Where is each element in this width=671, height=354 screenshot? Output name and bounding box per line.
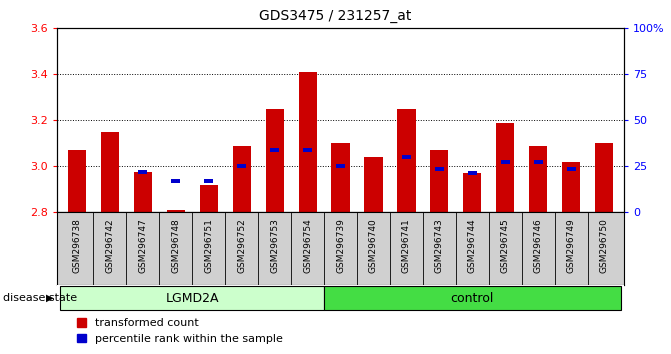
Bar: [501, 160, 510, 164]
Bar: [324, 286, 621, 310]
Bar: [435, 167, 444, 171]
Bar: [402, 155, 411, 159]
Bar: [497, 123, 515, 212]
Bar: [567, 167, 576, 171]
Text: ▶: ▶: [46, 293, 54, 303]
Bar: [237, 164, 246, 169]
Bar: [464, 173, 482, 212]
Bar: [299, 72, 317, 212]
Text: GSM296749: GSM296749: [567, 218, 576, 273]
Text: GSM296753: GSM296753: [270, 218, 279, 273]
Bar: [529, 146, 548, 212]
Text: GSM296745: GSM296745: [501, 218, 510, 273]
Bar: [534, 160, 543, 164]
Text: GSM296747: GSM296747: [138, 218, 147, 273]
Text: GSM296752: GSM296752: [237, 218, 246, 273]
Text: GSM296750: GSM296750: [600, 218, 609, 273]
Bar: [364, 157, 382, 212]
Text: GSM296754: GSM296754: [303, 218, 312, 273]
Bar: [166, 210, 185, 212]
Text: GSM296741: GSM296741: [402, 218, 411, 273]
Bar: [266, 109, 284, 212]
Bar: [233, 146, 251, 212]
Bar: [430, 150, 448, 212]
Text: GSM296739: GSM296739: [336, 218, 345, 273]
Text: GSM296743: GSM296743: [435, 218, 444, 273]
Text: GSM296746: GSM296746: [534, 218, 543, 273]
Text: GSM296751: GSM296751: [204, 218, 213, 273]
Bar: [60, 286, 324, 310]
Legend: transformed count, percentile rank within the sample: transformed count, percentile rank withi…: [72, 314, 287, 348]
Text: GSM296748: GSM296748: [171, 218, 180, 273]
Bar: [336, 164, 345, 169]
Bar: [562, 162, 580, 212]
Bar: [270, 148, 279, 152]
Bar: [68, 150, 86, 212]
Bar: [101, 132, 119, 212]
Text: GSM296738: GSM296738: [72, 218, 81, 273]
Bar: [331, 143, 350, 212]
Bar: [171, 179, 180, 183]
Text: disease state: disease state: [3, 293, 77, 303]
Bar: [134, 172, 152, 212]
Text: LGMD2A: LGMD2A: [166, 292, 219, 305]
Bar: [397, 109, 415, 212]
Bar: [303, 148, 312, 152]
Text: GSM296740: GSM296740: [369, 218, 378, 273]
Text: GSM296744: GSM296744: [468, 218, 477, 273]
Bar: [199, 185, 217, 212]
Bar: [468, 171, 477, 175]
Text: GDS3475 / 231257_at: GDS3475 / 231257_at: [259, 9, 412, 23]
Bar: [595, 143, 613, 212]
Text: GSM296742: GSM296742: [105, 218, 114, 273]
Bar: [204, 179, 213, 183]
Bar: [138, 170, 147, 174]
Text: control: control: [451, 292, 494, 305]
